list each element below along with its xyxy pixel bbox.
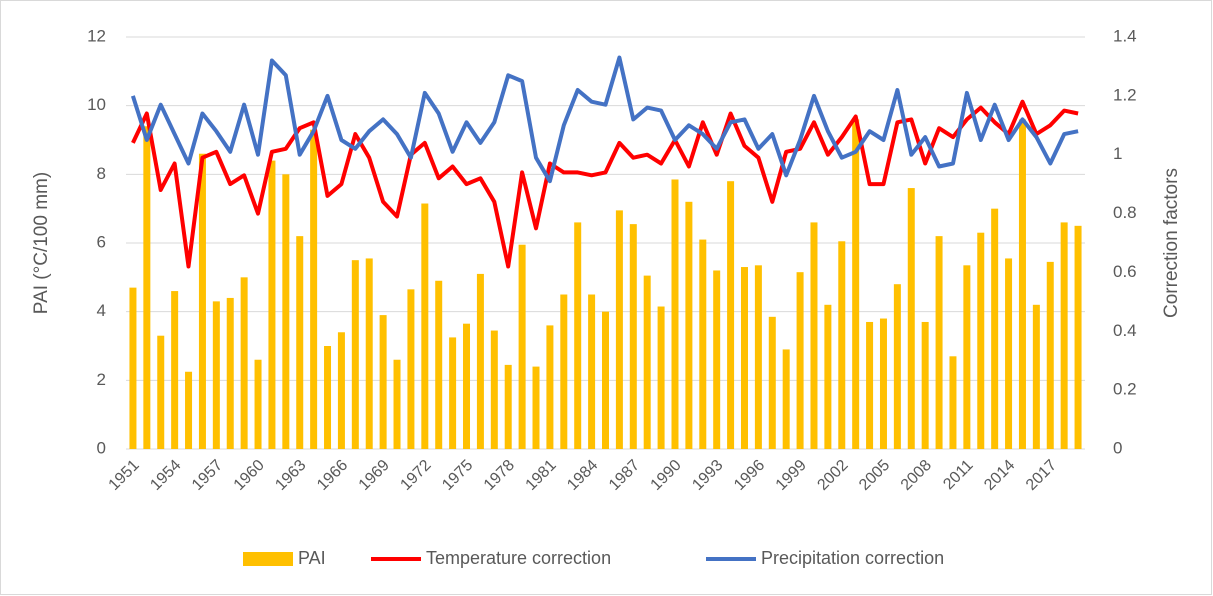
bar [588, 294, 596, 449]
y2-tick-label: 0.2 [1113, 380, 1137, 399]
bar [713, 270, 721, 449]
bar [754, 265, 762, 449]
bar [727, 181, 735, 449]
bar [129, 287, 137, 449]
bar [504, 364, 512, 449]
y2-tick-label: 1.2 [1113, 85, 1137, 104]
bar [282, 174, 290, 450]
y-axis-label: PAI (°C/100 mm) [31, 172, 52, 314]
bar [185, 371, 193, 449]
bar [671, 179, 679, 449]
bar [407, 289, 415, 449]
bar [1032, 304, 1040, 449]
bar [560, 294, 568, 449]
bar [463, 323, 471, 449]
bar [1060, 222, 1068, 449]
y2-tick-label: 0 [1113, 438, 1122, 457]
legend-label: Precipitation correction [761, 548, 944, 568]
bar [879, 318, 887, 449]
bar [518, 244, 526, 449]
y2-tick-label: 0.6 [1113, 262, 1137, 281]
y-tick-label: 2 [97, 370, 106, 389]
bar [449, 337, 457, 449]
bar [977, 232, 985, 449]
bar [824, 304, 832, 449]
bar [226, 297, 234, 449]
bar [296, 236, 304, 449]
y2-axis-label: Correction factors [1161, 168, 1182, 318]
bar [490, 330, 498, 449]
y2-tick-label: 1.4 [1113, 26, 1137, 45]
bar [379, 315, 387, 449]
bar [476, 273, 484, 449]
bar [143, 126, 151, 450]
bar [893, 284, 901, 449]
bar [1005, 258, 1013, 449]
bar [1046, 261, 1054, 449]
bar [615, 210, 623, 449]
bar [907, 188, 915, 450]
bar [157, 335, 165, 449]
bar [421, 203, 429, 449]
bar [921, 321, 929, 449]
bar [740, 267, 748, 449]
bar [866, 321, 874, 449]
bar [657, 306, 665, 449]
bar [768, 316, 776, 449]
bar [935, 236, 943, 449]
bar [991, 208, 999, 449]
y2-tick-label: 0.8 [1113, 203, 1137, 222]
bar [546, 325, 554, 449]
bar [685, 201, 693, 449]
bar [602, 311, 609, 449]
legend-swatch [243, 552, 293, 566]
bar [782, 349, 790, 449]
bar [171, 291, 179, 449]
bar [198, 153, 206, 449]
y2-tick-label: 1 [1113, 144, 1122, 163]
bar [532, 366, 540, 449]
y-tick-label: 0 [97, 438, 106, 457]
bar [254, 359, 262, 449]
bar [852, 119, 860, 450]
bar [810, 222, 818, 449]
bar [324, 346, 332, 449]
legend-label: Temperature correction [426, 548, 611, 568]
bar [351, 260, 359, 449]
y2-tick-label: 0.4 [1113, 321, 1137, 340]
bar [365, 258, 373, 449]
bar [796, 272, 804, 449]
bar [240, 277, 248, 449]
bar [310, 129, 318, 449]
bar [1018, 119, 1026, 450]
bar [337, 332, 345, 449]
bar [963, 265, 971, 449]
bar [629, 224, 637, 449]
bar [435, 280, 443, 449]
bar [949, 356, 957, 449]
bar [699, 239, 707, 449]
y-tick-label: 10 [87, 95, 106, 114]
bar [643, 275, 651, 449]
bar [268, 160, 276, 449]
bar [1074, 225, 1082, 449]
bar [574, 222, 582, 449]
line [131, 99, 1079, 269]
y-tick-label: 6 [97, 232, 106, 251]
bar [212, 301, 220, 449]
y-tick-label: 12 [87, 26, 106, 45]
y-tick-label: 4 [97, 301, 106, 320]
bar [838, 241, 846, 449]
y-tick-label: 8 [97, 164, 106, 183]
line [130, 55, 1079, 184]
legend-label: PAI [298, 548, 326, 568]
bar [393, 359, 401, 449]
